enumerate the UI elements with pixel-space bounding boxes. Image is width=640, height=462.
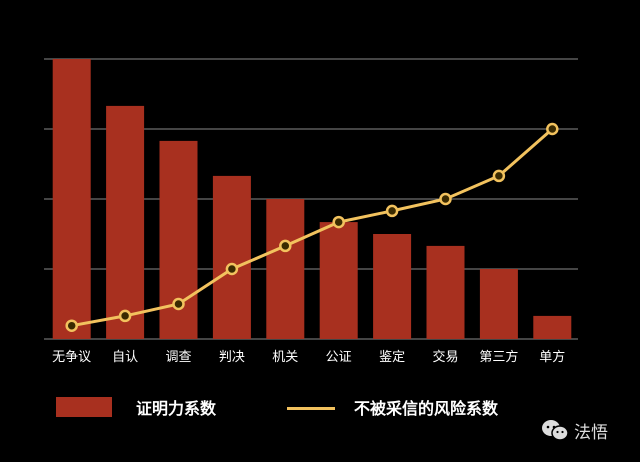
chart-plot-area [44,58,578,340]
x-axis-label: 公证 [325,350,352,365]
x-axis-label: 第三方 [479,350,519,365]
x-axis-label: 交易 [432,350,459,365]
legend-line-swatch [287,407,335,410]
x-axis-label: 调查 [165,350,192,365]
x-axis-label: 自认 [112,350,139,365]
legend-bar-swatch [56,397,112,417]
wechat-icon [542,420,569,441]
line-marker [546,122,559,136]
line-marker [118,309,132,323]
line-series [65,122,559,332]
bar [373,234,412,339]
line-marker [172,297,185,311]
bar [52,59,91,339]
x-axis-label: 判决 [218,350,245,365]
x-axis-label: 单方 [539,350,566,365]
line-path [71,127,554,328]
bar [106,105,145,340]
line-marker [492,169,506,183]
line-marker [65,319,78,332]
line-marker [225,262,239,276]
bar [479,269,518,339]
bar-series [52,59,572,340]
bar [533,315,572,339]
watermark: 法悟 [540,418,608,443]
line-marker [385,204,399,218]
legend-bar-label: 证明力系数 [136,399,217,418]
legend-line-label: 不被采信的风险系数 [354,399,499,418]
legend: 证明力系数 不被采信的风险系数 [0,395,640,425]
x-axis-label: 鉴定 [379,350,406,365]
bar [426,245,465,339]
line-marker [332,215,345,229]
bar [319,222,358,339]
bar [212,175,251,339]
line-marker [279,239,292,253]
bar [266,199,305,339]
watermark-text: 法悟 [574,422,608,443]
x-axis-label: 无争议 [52,350,92,365]
line-marker [439,192,452,206]
x-axis-label: 机关 [272,350,299,365]
